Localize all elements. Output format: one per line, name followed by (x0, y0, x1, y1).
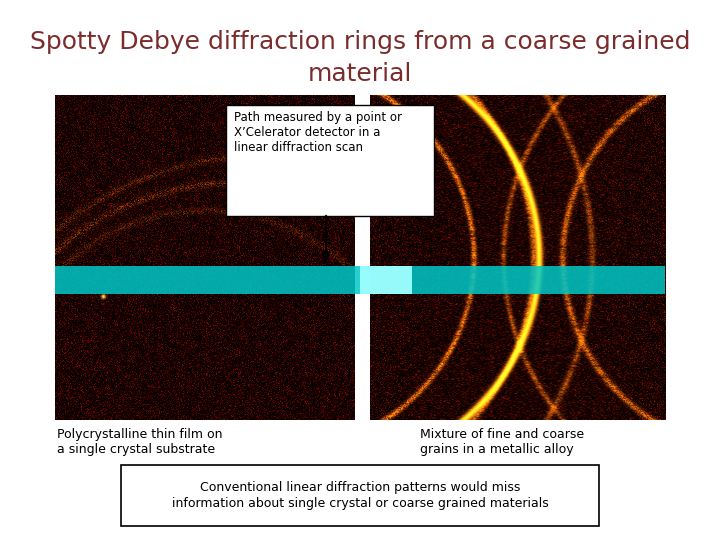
Text: Polycrystalline thin film on
a single crystal substrate: Polycrystalline thin film on a single cr… (57, 428, 222, 456)
Text: material: material (308, 62, 412, 86)
Text: Path measured by a point or
X’Celerator detector in a
linear diffraction scan: Path measured by a point or X’Celerator … (233, 111, 402, 154)
Text: Conventional linear diffraction patterns would miss
information about single cry: Conventional linear diffraction patterns… (171, 482, 549, 510)
Text: Mixture of fine and coarse
grains in a metallic alloy: Mixture of fine and coarse grains in a m… (420, 428, 584, 456)
Text: Spotty Debye diffraction rings from a coarse grained: Spotty Debye diffraction rings from a co… (30, 30, 690, 54)
